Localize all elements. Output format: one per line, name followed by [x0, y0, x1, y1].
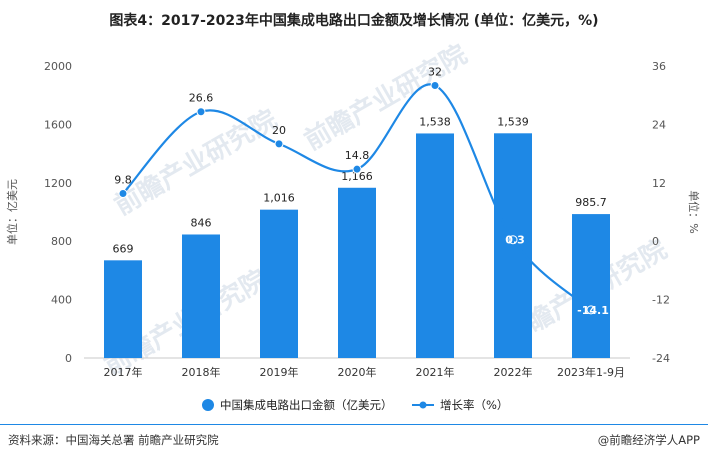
- category-label: 2022年: [494, 365, 533, 379]
- bar-value-label: 1,538: [419, 115, 451, 128]
- left-axis-title: 单位：亿美元: [5, 179, 19, 245]
- right-axis-title: 单位：%: [687, 190, 701, 233]
- growth-rate-point: [430, 80, 440, 90]
- bar-value-label: 1,539: [497, 115, 529, 128]
- growth-rate-point: [274, 139, 284, 149]
- growth-rate-point: [196, 107, 206, 117]
- chart-title: 图表4：2017-2023年中国集成电路出口金额及增长情况 (单位：亿美元，%): [109, 13, 599, 29]
- growth-rate-point: [118, 189, 128, 199]
- bar: [260, 209, 298, 358]
- right-axis-tick-label: 12: [652, 177, 666, 190]
- bar: [416, 133, 454, 358]
- footer-divider: [0, 424, 708, 425]
- legend-line-label: 增长率（%）: [440, 398, 508, 412]
- left-axis-tick-label: 400: [51, 294, 72, 307]
- brand-label: @前瞻经济学人APP: [597, 433, 700, 447]
- growth-rate-point: [586, 305, 596, 315]
- growth-rate-label: 9.8: [114, 174, 132, 187]
- category-label: 2018年: [182, 365, 221, 379]
- bar-value-label: 1,016: [263, 192, 295, 205]
- bar-value-label: 846: [191, 216, 212, 229]
- growth-rate-label: 32: [428, 65, 442, 78]
- bar-value-label: 669: [113, 242, 134, 255]
- category-label: 2017年: [104, 365, 143, 379]
- left-axis-tick-label: 1600: [44, 118, 72, 131]
- left-axis-tick-label: 800: [51, 235, 72, 248]
- legend-bar-label: 中国集成电路出口金额（亿美元）: [220, 398, 393, 412]
- right-axis-tick-label: 36: [652, 60, 666, 73]
- watermark-text: 前瞻产业研究院: [109, 104, 282, 222]
- growth-rate-point: [508, 235, 518, 245]
- bar: [494, 133, 532, 358]
- bar: [104, 260, 142, 358]
- bar: [338, 187, 376, 358]
- right-axis-tick-label: -24: [652, 352, 670, 365]
- legend-line-marker: [419, 401, 427, 409]
- bar-value-label: 985.7: [575, 196, 607, 209]
- left-axis-tick-label: 1200: [44, 177, 72, 190]
- left-axis-tick-label: 0: [65, 352, 72, 365]
- bar: [182, 234, 220, 358]
- growth-rate-label: 0.3: [505, 234, 525, 247]
- source-note: 资料来源：中国海关总署 前瞻产业研究院: [8, 433, 219, 447]
- category-label: 2023年1-9月: [557, 365, 625, 379]
- legend-bar-swatch: [202, 399, 214, 411]
- growth-rate-label: -14.1: [577, 304, 609, 317]
- category-label: 2020年: [338, 365, 377, 379]
- growth-rate-point: [352, 164, 362, 174]
- right-axis-tick-label: 0: [652, 235, 659, 248]
- left-axis-tick-label: 2000: [44, 60, 72, 73]
- right-axis-tick-label: -12: [652, 294, 670, 307]
- category-label: 2019年: [260, 365, 299, 379]
- growth-rate-label: 14.8: [345, 149, 370, 162]
- category-label: 2021年: [416, 365, 455, 379]
- growth-rate-label: 26.6: [189, 92, 214, 105]
- bar: [572, 214, 610, 358]
- growth-rate-label: 20: [272, 124, 286, 137]
- right-axis-tick-label: 24: [652, 118, 666, 131]
- bar-value-label: 1,166: [341, 170, 373, 183]
